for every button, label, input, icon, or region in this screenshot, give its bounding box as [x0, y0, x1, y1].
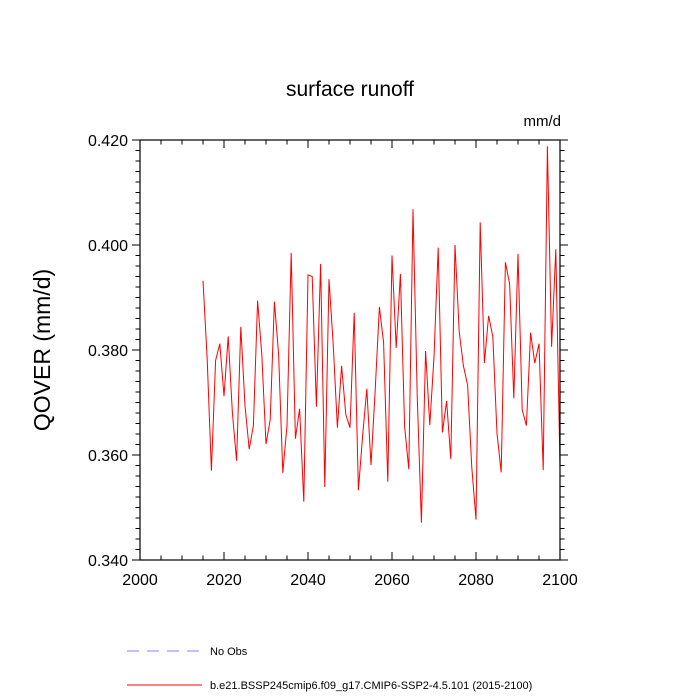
x-tick-label: 2020: [206, 572, 242, 589]
chart-title: surface runoff: [286, 78, 414, 101]
x-tick-label: 2040: [290, 572, 326, 589]
legend-label-0: No Obs: [210, 646, 248, 658]
y-axis-label: QOVER (mm/d): [29, 269, 55, 431]
y-tick-label: 0.400: [88, 238, 128, 255]
x-tick-label: 2000: [122, 572, 158, 589]
series-line-1: [202, 146, 561, 523]
y-tick-label: 0.380: [88, 343, 128, 360]
y-tick-label: 0.340: [88, 553, 128, 570]
y-tick-label: 0.420: [88, 133, 128, 150]
x-tick-label: 2080: [458, 572, 494, 589]
x-tick-label: 2060: [374, 572, 410, 589]
legend-label-1: b.e21.BSSP245cmip6.f09_g17.CMIP6-SSP2-4.…: [210, 680, 532, 692]
series-layer: [202, 146, 561, 523]
plot-frame: [139, 139, 561, 561]
ticks-layer: 2000 2020 2040 2060 2080 2100 0.340 0.360 0.380 0…: [88, 133, 578, 589]
legend: No Obs b.e21.BSSP245cmip6.f09_g17.CMIP6-S…: [127, 646, 532, 692]
x-tick-label: 2100: [542, 572, 578, 589]
chart-units: mm/d: [524, 113, 562, 130]
y-tick-label: 0.360: [88, 448, 128, 465]
